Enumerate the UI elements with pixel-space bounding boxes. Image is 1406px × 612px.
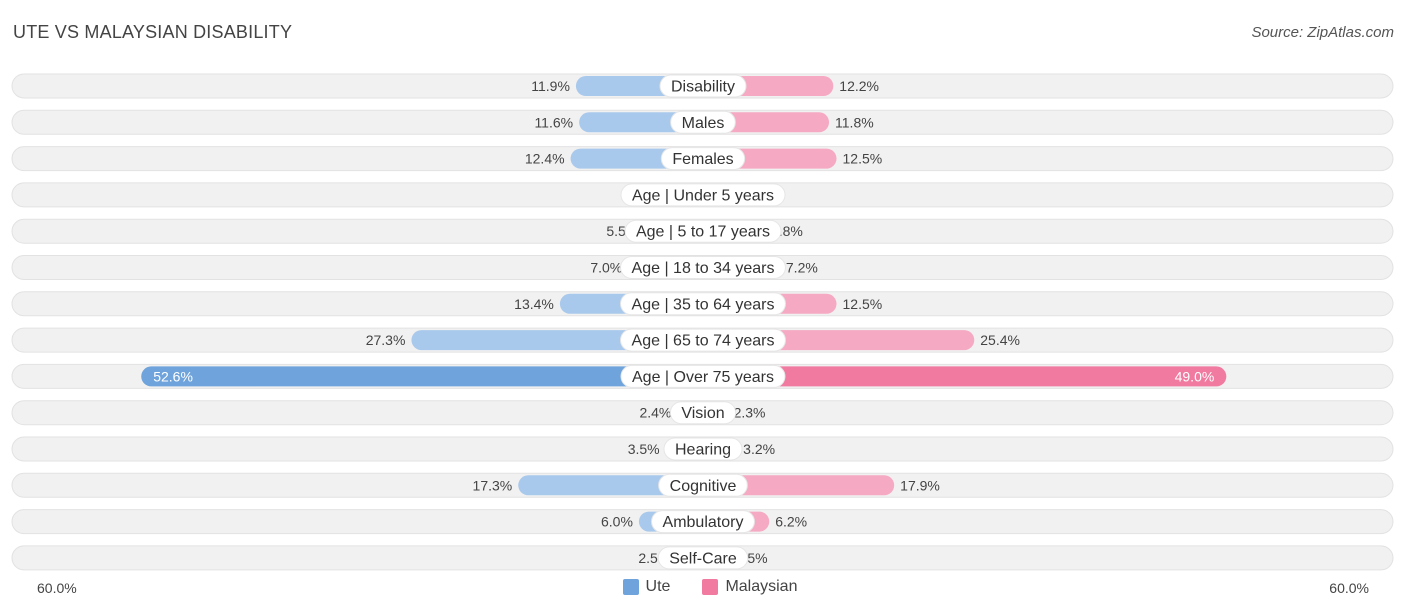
bar-row: 0.86%1.3%Age | Under 5 years (11, 182, 1394, 208)
axis-max-label: 60.0% (1329, 580, 1369, 596)
bar-row: 12.4% 12.5% Females (11, 146, 1394, 172)
value-label-malaysian: 11.8% (835, 114, 874, 130)
category-label-pill (620, 364, 786, 388)
axis-min-label: 60.0% (37, 580, 77, 596)
legend-label-malaysian: Malaysian (725, 578, 798, 595)
category-label: Age | 5 to 17 years (636, 224, 770, 241)
category-label-pill (651, 510, 755, 534)
value-label-malaysian: 2.3% (734, 405, 766, 421)
category-label: Age | 18 to 34 years (632, 260, 775, 277)
value-label-ute: 11.9% (531, 78, 570, 94)
value-label-malaysian: 12.2% (839, 78, 879, 94)
bar-row: 3.5% 3.2% Hearing (11, 436, 1394, 462)
bar-ute (141, 366, 703, 387)
category-label: Age | Over 75 years (632, 369, 774, 386)
category-label-pill (660, 147, 746, 171)
bar-row: 5.5% 5.8%Age | 5 to 17 years (11, 218, 1394, 244)
value-label-ute: 52.6% (153, 368, 193, 384)
bar-row: 52.6% 49.0% Age | Over 75 years (11, 363, 1394, 389)
category-label-pill (663, 437, 743, 461)
bar-row: 2.4% 2.3% Vision (11, 400, 1394, 426)
category-label-pill (658, 473, 748, 497)
value-label-malaysian: 6.2% (775, 514, 807, 530)
legend-swatch-ute (622, 579, 639, 595)
value-label-ute: 7.0% (590, 260, 622, 276)
bar-malaysian (703, 475, 895, 496)
category-label-pill (620, 256, 786, 279)
value-label-malaysian: 17.9% (900, 477, 940, 493)
value-label-malaysian: 3.2% (743, 441, 775, 457)
value-label-ute: 17.3% (473, 477, 513, 493)
value-label-ute: 6.0% (601, 514, 633, 530)
value-label-ute: 12.4% (525, 151, 565, 167)
bar-row: 11.9% 12.2% Disability (11, 73, 1394, 99)
bar-ute (518, 475, 703, 496)
bar-row: 17.3% 17.9% Cognitive (11, 472, 1394, 498)
category-label-pill (669, 401, 737, 425)
category-label: Hearing (675, 442, 731, 459)
bar-row: 27.3% 25.4% Age | 65 to 74 years (11, 327, 1394, 353)
value-label-malaysian: 12.5% (843, 151, 883, 167)
category-label: Self-Care (669, 550, 737, 567)
category-label-pill (670, 110, 736, 134)
category-label-pill (620, 328, 786, 352)
value-label-malaysian: 7.2% (786, 260, 818, 276)
legend-label-ute: Ute (645, 578, 671, 595)
chart-title: UTE VS MALAYSIAN DISABILITY (13, 22, 293, 42)
category-label: Vision (681, 405, 724, 422)
category-label-pill (620, 183, 786, 207)
value-label-ute: 3.5% (628, 441, 660, 457)
bar-row: 11.6% 11.8% Males (11, 109, 1394, 135)
bar-row: 2.5% 2.5%Self-Care (11, 545, 1394, 571)
category-label: Age | 35 to 64 years (632, 296, 775, 313)
category-label: Females (672, 151, 733, 168)
bar-row: 7.0% 7.2% Age | 18 to 34 years (11, 255, 1394, 280)
category-label: Age | Under 5 years (632, 187, 774, 204)
value-label-ute: 13.4% (514, 296, 554, 312)
category-label: Ambulatory (663, 514, 744, 531)
source-credit: Source: ZipAtlas.com (1251, 24, 1394, 41)
bar-row: 13.4% 12.5% Age | 35 to 64 years (11, 291, 1394, 317)
category-label: Males (682, 115, 725, 132)
legend-swatch-malaysian (702, 579, 719, 595)
value-label-malaysian: 25.4% (980, 332, 1020, 348)
bar-malaysian (703, 366, 1227, 387)
category-label-pill (624, 219, 782, 243)
legend-item-ute: Ute (622, 578, 671, 596)
bar-row: 6.0% 6.2% Ambulatory (11, 509, 1394, 535)
category-label: Age | 65 to 74 years (632, 333, 775, 350)
value-label-ute: 27.3% (366, 332, 406, 348)
category-label-pill (657, 546, 749, 570)
category-label: Disability (671, 79, 735, 96)
chart-legend: Ute Malaysian (0, 578, 1406, 596)
value-label-malaysian: 12.5% (843, 296, 883, 312)
category-label-pill (659, 74, 747, 98)
value-label-malaysian: 49.0% (1175, 368, 1215, 384)
legend-item-malaysian: Malaysian (702, 578, 797, 596)
value-label-ute: 11.6% (534, 114, 573, 130)
category-label: Cognitive (670, 478, 737, 495)
value-label-ute: 2.4% (639, 405, 671, 421)
category-label-pill (620, 292, 786, 316)
